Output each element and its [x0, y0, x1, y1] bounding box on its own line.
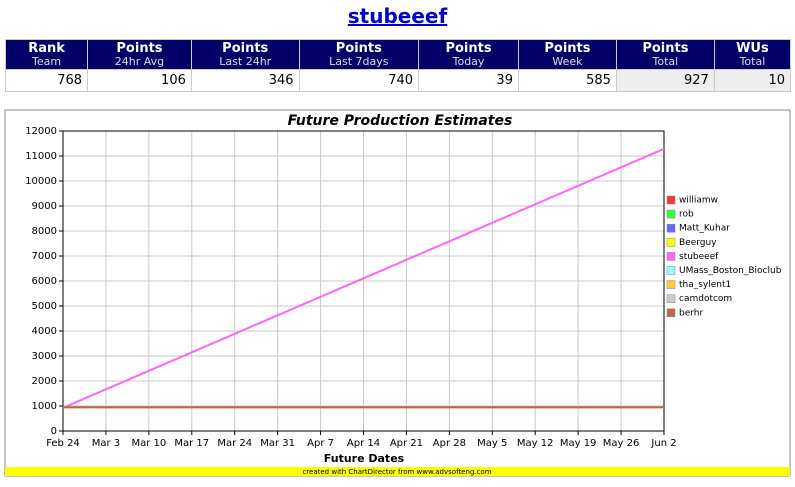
x-tick-label: May 12 — [517, 438, 554, 449]
chart-title: Future Production Estimates — [288, 113, 513, 129]
y-tick-label: 9000 — [32, 201, 57, 212]
y-tick-label: 2000 — [32, 376, 57, 387]
legend-swatch — [666, 223, 676, 233]
column-header: Rank Team — [4, 39, 89, 70]
header-sub: Total — [739, 55, 766, 68]
legend-label: camdotcom — [679, 294, 732, 304]
header-row: Rank Team Points 24hr Avg Points Last 24hr Poi… — [4, 39, 792, 70]
legend-swatch — [666, 280, 676, 289]
y-tick-label: 12000 — [25, 126, 57, 137]
data-row: 768 106 346 740 39 585 927 10 — [4, 69, 792, 92]
column-header: Points Last 24hr — [190, 39, 300, 70]
legend-swatch — [666, 308, 676, 318]
header-sub: Last 24hr — [219, 55, 272, 68]
header-sub: Week — [552, 55, 583, 68]
x-tick-label: Mar 17 — [174, 438, 209, 449]
data-cell: 927 — [615, 69, 715, 92]
column-header: WUs Total — [713, 39, 792, 70]
y-tick-label: 11000 — [25, 151, 57, 162]
legend-label: rob — [679, 210, 694, 220]
data-cell: 106 — [87, 69, 192, 92]
page-title[interactable]: stubeeef — [347, 4, 448, 28]
y-tick-label: 5000 — [32, 301, 57, 312]
header-title: Points — [335, 41, 382, 56]
header-sub: Total — [652, 55, 679, 68]
y-tick-label: 7000 — [32, 251, 57, 262]
plot-border — [62, 130, 665, 432]
legend-label: stubeeef — [679, 252, 719, 262]
header-title: Rank — [28, 41, 65, 56]
header-title: Points — [222, 41, 269, 56]
credit-band — [5, 467, 790, 476]
x-tick-label: May 5 — [477, 438, 507, 449]
x-tick-label: Mar 3 — [92, 438, 120, 449]
data-cell: 585 — [517, 69, 617, 92]
header-title: WUs — [736, 41, 769, 56]
legend-swatch — [666, 238, 676, 247]
x-tick-label: Apr 14 — [347, 438, 380, 449]
x-tick-label: May 19 — [560, 438, 597, 449]
header-sub: Team — [31, 55, 62, 68]
legend-swatch — [666, 266, 676, 275]
x-tick-label: Mar 24 — [217, 438, 252, 449]
stats-table: Rank Team Points 24hr Avg Points Last 24hr Poi… — [4, 39, 792, 92]
y-tick-label: 1000 — [32, 401, 57, 412]
header-title: Points — [642, 41, 689, 56]
y-tick-label: 0 — [51, 426, 57, 437]
column-header: Points Today — [418, 39, 519, 70]
x-tick-label: Mar 10 — [131, 438, 166, 449]
y-tick-label: 4000 — [32, 326, 57, 337]
data-cell: 740 — [298, 69, 420, 92]
y-tick-label: 10000 — [25, 176, 57, 187]
header-title: Points — [544, 41, 591, 56]
series-line — [62, 147, 665, 409]
header-title: Points — [445, 41, 492, 56]
legend-label: williamw — [679, 196, 718, 206]
y-tick-label: 3000 — [32, 351, 57, 362]
legend-label: Beerguy — [679, 238, 717, 248]
x-tick-label: Feb 24 — [46, 438, 80, 449]
x-tick-label: Apr 7 — [307, 438, 334, 449]
x-axis-label: Future Dates — [324, 452, 405, 465]
legend-label: Matt_Kuhar — [679, 224, 730, 234]
column-header: Points Total — [615, 39, 715, 70]
legend-swatch — [666, 209, 676, 219]
legend-swatch — [666, 252, 676, 261]
legend-label: berhr — [679, 308, 703, 318]
header-title: Points — [116, 41, 163, 56]
legend-swatch — [666, 195, 676, 205]
header-sub: 24hr Avg — [114, 55, 165, 68]
legend-swatch — [666, 294, 676, 303]
x-tick-label: Jun 2 — [650, 438, 676, 449]
header-sub: Last 7days — [329, 55, 389, 68]
header-sub: Today — [452, 55, 485, 68]
x-tick-label: Apr 21 — [390, 438, 423, 449]
table-body: 768 106 346 740 39 585 927 10 — [4, 69, 792, 92]
y-tick-label: 8000 — [32, 226, 57, 237]
x-tick-label: Apr 28 — [433, 438, 466, 449]
x-tick-label: Mar 31 — [260, 438, 295, 449]
y-tick-label: 6000 — [32, 276, 57, 287]
legend-label: tha_sylent1 — [679, 280, 731, 290]
credit: created with ChartDirector from www.advs… — [302, 468, 491, 476]
data-cell: 768 — [4, 69, 89, 92]
x-tick-label: May 26 — [603, 438, 640, 449]
data-cell: 10 — [713, 69, 792, 92]
legend-label: UMass_Boston_Bioclub — [679, 266, 782, 276]
